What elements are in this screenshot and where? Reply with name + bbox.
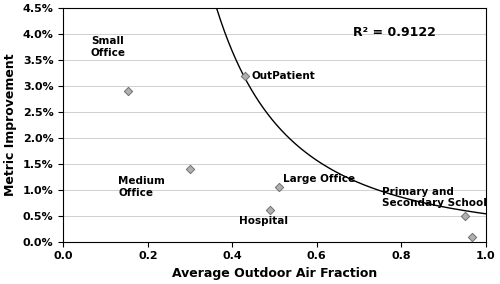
Text: OutPatient: OutPatient — [252, 71, 315, 81]
Text: Large Office: Large Office — [283, 174, 355, 184]
Point — [186, 167, 194, 171]
Text: Primary and
Secondary School: Primary and Secondary School — [382, 187, 487, 208]
Point — [124, 89, 132, 93]
Text: Hospital: Hospital — [238, 216, 288, 226]
Text: Small
Office: Small Office — [91, 36, 126, 58]
Point — [275, 185, 283, 189]
Point — [266, 208, 274, 213]
Point — [461, 213, 469, 218]
Text: R² = 0.9122: R² = 0.9122 — [353, 26, 436, 39]
X-axis label: Average Outdoor Air Fraction: Average Outdoor Air Fraction — [172, 267, 377, 280]
Y-axis label: Metric Improvement: Metric Improvement — [4, 54, 17, 196]
Text: Medium
Office: Medium Office — [118, 176, 165, 198]
Point — [241, 73, 249, 78]
Point — [468, 235, 476, 240]
